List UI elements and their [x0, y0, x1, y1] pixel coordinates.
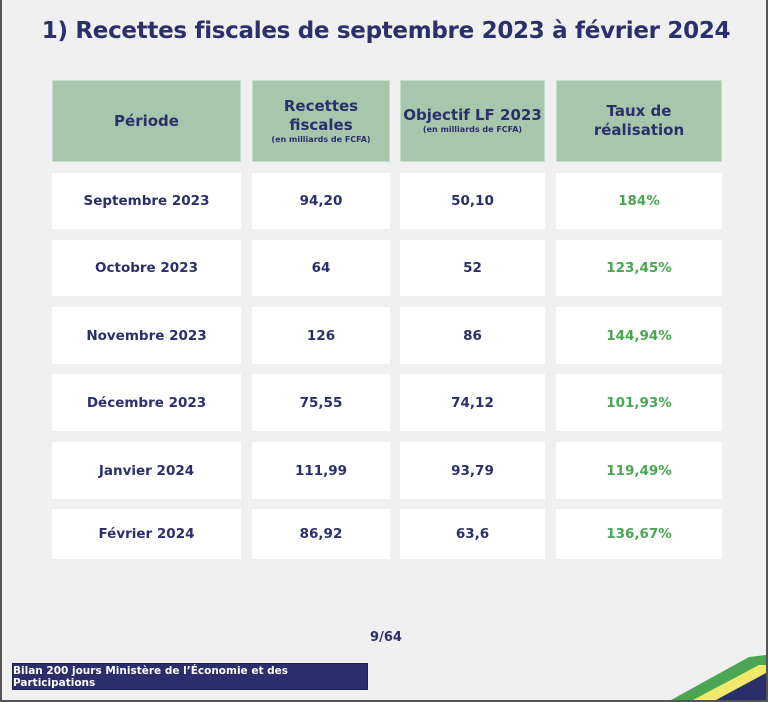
header-label: Période: [114, 111, 179, 130]
table-cell-period: Février 2024: [52, 509, 241, 559]
table-cell-target: 52: [400, 240, 545, 296]
table-cell-rate: 123,45%: [556, 240, 722, 296]
table-cell-target: 86: [400, 307, 545, 364]
footer-banner: Bilan 200 jours Ministère de l’Économie …: [12, 663, 368, 690]
header-target: Objectif LF 2023 (en milliards de FCFA): [400, 80, 545, 162]
header-unit: (en milliards de FCFA): [422, 125, 523, 135]
header-label: Recettes fiscales: [283, 97, 359, 134]
table-cell-target: 63,6: [400, 509, 545, 559]
table-cell-period: Novembre 2023: [52, 307, 241, 364]
page-title: 1) Recettes fiscales de septembre 2023 à…: [41, 18, 731, 44]
table-cell-rate: 184%: [556, 173, 722, 229]
header-label: Objectif LF 2023: [403, 106, 542, 125]
table-cell-period: Octobre 2023: [52, 240, 241, 296]
page-number: 9/64: [370, 630, 402, 645]
table-cell-target: 93,79: [400, 442, 545, 499]
table-cell-revenue: 126: [252, 307, 390, 364]
table-cell-revenue: 75,55: [252, 374, 390, 431]
header-unit: (en milliards de FCFA): [271, 134, 371, 144]
header-rate: Taux de réalisation: [556, 80, 722, 162]
table-cell-target: 50,10: [400, 173, 545, 229]
flag-stripes-decoration: [671, 655, 766, 700]
table-cell-revenue: 64: [252, 240, 390, 296]
table-cell-revenue: 86,92: [252, 509, 390, 559]
table-cell-rate: 144,94%: [556, 307, 722, 364]
table-cell-rate: 119,49%: [556, 442, 722, 499]
table-cell-revenue: 94,20: [252, 173, 390, 229]
table-cell-period: Décembre 2023: [52, 374, 241, 431]
table-cell-period: Janvier 2024: [52, 442, 241, 499]
table-cell-target: 74,12: [400, 374, 545, 431]
header-label: Taux de réalisation: [593, 102, 685, 139]
header-period: Période: [52, 80, 241, 162]
table-cell-rate: 136,67%: [556, 509, 722, 559]
header-revenue: Recettes fiscales (en milliards de FCFA): [252, 80, 390, 162]
table-cell-rate: 101,93%: [556, 374, 722, 431]
table-cell-period: Septembre 2023: [52, 173, 241, 229]
table-cell-revenue: 111,99: [252, 442, 390, 499]
